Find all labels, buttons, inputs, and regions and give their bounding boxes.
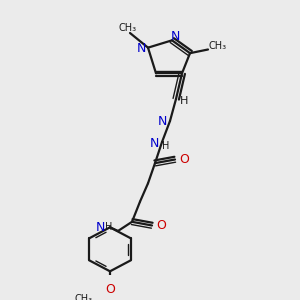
Text: CH₃: CH₃: [119, 23, 137, 33]
Text: N: N: [136, 42, 146, 55]
Text: N: N: [149, 137, 159, 150]
Text: N: N: [157, 116, 167, 128]
Text: O: O: [179, 153, 189, 166]
Text: H: H: [180, 96, 188, 106]
Text: CH₃: CH₃: [209, 41, 227, 51]
Text: N: N: [170, 30, 180, 43]
Text: O: O: [105, 283, 115, 296]
Text: H: H: [162, 141, 170, 151]
Text: H: H: [105, 222, 113, 232]
Text: O: O: [156, 219, 166, 232]
Text: CH₃: CH₃: [75, 294, 93, 300]
Text: N: N: [95, 221, 105, 234]
